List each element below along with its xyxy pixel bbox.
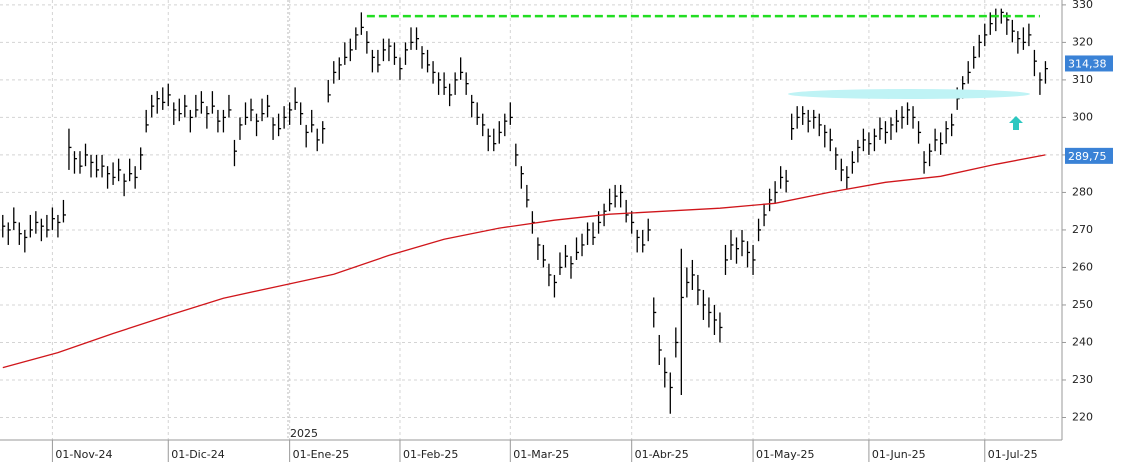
ma-last-label-box [1065, 147, 1113, 164]
plot-area [0, 0, 1062, 440]
y-tick-label: 260 [1072, 260, 1093, 273]
last-price-label-box [1065, 55, 1113, 72]
x-tick-label: 01-Jul-25 [988, 448, 1038, 461]
x-tick-label: 01-Abr-25 [635, 448, 689, 461]
ma-last-label: 289,75 [1068, 150, 1107, 163]
x-tick-label: 01-Dic-24 [171, 448, 225, 461]
x-tick-label: 01-Mar-25 [513, 448, 569, 461]
moving-average [2, 154, 1046, 369]
y-tick-label: 280 [1072, 185, 1093, 198]
y-tick-label: 310 [1072, 73, 1093, 86]
y-tick-label: 230 [1072, 373, 1093, 386]
y-tick-label: 220 [1072, 410, 1093, 423]
y-tick-label: 320 [1072, 35, 1093, 48]
up-arrow [1009, 116, 1023, 130]
x-tick-label: 01-May-25 [756, 448, 814, 461]
support-zone [788, 89, 1030, 99]
y-tick-label: 300 [1072, 110, 1093, 123]
y-tick-label: 240 [1072, 335, 1093, 348]
last-price-label: 314,38 [1068, 57, 1107, 70]
year-label: 2025 [290, 427, 318, 440]
y-tick-label: 250 [1072, 298, 1093, 311]
y-tick-label: 330 [1072, 0, 1093, 11]
x-tick-label: 01-Nov-24 [55, 448, 112, 461]
y-tick-label: 270 [1072, 223, 1093, 236]
x-tick-label: 01-Feb-25 [403, 448, 458, 461]
x-tick-label: 01-Jun-25 [872, 448, 926, 461]
x-tick-label: 01-Ene-25 [293, 448, 350, 461]
